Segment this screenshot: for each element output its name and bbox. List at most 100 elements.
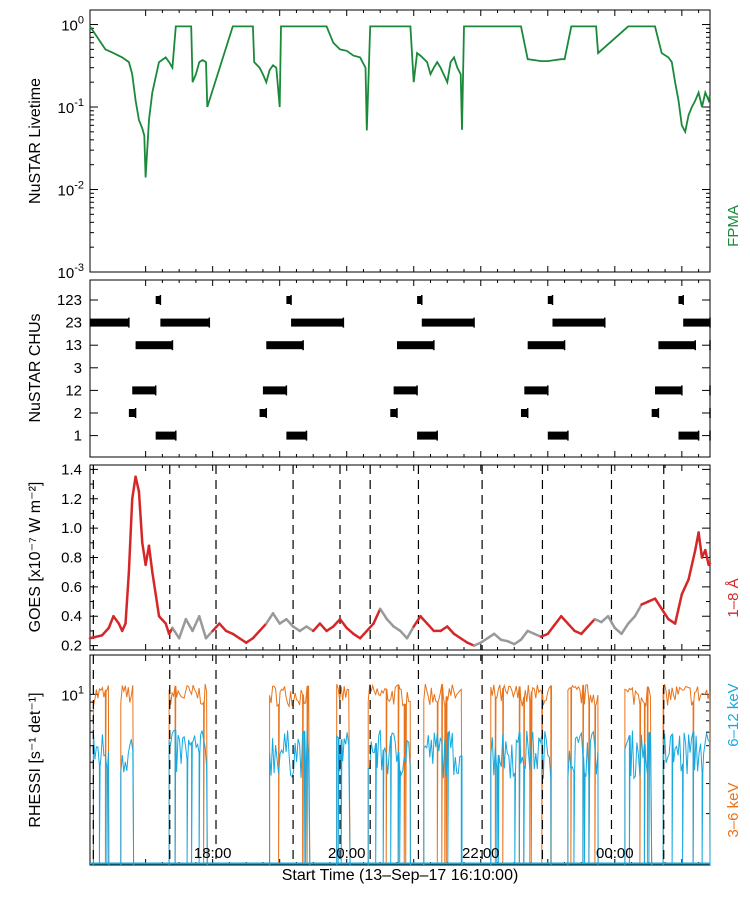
chu-segment (678, 431, 699, 440)
time-axis-label: Start Time (13–Sep–17 16:10:00) (282, 867, 519, 884)
goes-line-segment (311, 622, 322, 633)
goes-line-segment (707, 562, 712, 567)
panel-livetime-frame (89, 9, 711, 273)
rhessi-3-6-trace (367, 683, 411, 866)
goes-line-segment (345, 626, 355, 636)
time-axis: 18:00 20:00 22:00 00:00 (194, 845, 634, 862)
goes-line-segment (553, 614, 563, 627)
goes-line-segment (305, 625, 315, 633)
goes-line-segment (704, 548, 710, 567)
chu-segment (552, 318, 605, 327)
goes-line-segment (559, 614, 570, 625)
livetime-ytick-label: 10-3 (58, 262, 84, 282)
livetime-ytick-label: 10-2 (58, 180, 84, 200)
goes-line-segment (265, 612, 275, 625)
goes-line-segment (191, 614, 201, 633)
goes-line-segment (352, 632, 362, 640)
goes-line-segment (392, 625, 402, 633)
goes-line-segment (687, 548, 697, 581)
rhessi-dashed-lines (92, 655, 665, 865)
goes-line-segment (365, 622, 375, 633)
chu-segment (417, 296, 422, 304)
goes-ylabel: GOES [x10⁻⁷ W m⁻²] (27, 482, 44, 633)
goes-line-segment (198, 614, 208, 640)
livetime-ylabel: NuSTAR Livetime (27, 78, 44, 204)
goes-line-segment (107, 614, 115, 630)
goes-line-segment (580, 625, 590, 636)
goes-line-segment (620, 622, 630, 636)
rhessi-6-12-trace (423, 730, 463, 865)
goes-line-segment (425, 622, 436, 633)
goes-ytick-label: 1.2 (61, 491, 82, 508)
chu-ytick-label: 12 (65, 382, 82, 399)
rhessi-6-12-trace (490, 730, 552, 866)
goes-line-segment (184, 617, 194, 633)
rhessi-6-12-trace (168, 728, 208, 866)
goes-line-segment (120, 622, 127, 633)
goes-legend-label: 1–8 Å (725, 578, 742, 617)
goes-ytick-label: 0.4 (61, 608, 82, 625)
fpma-legend-label: FPMA (725, 205, 742, 247)
goes-line-segment (157, 614, 167, 625)
chu-segment (396, 341, 434, 350)
goes-line-segment (177, 617, 188, 640)
chu-segment (520, 409, 528, 417)
goes-line-segment (147, 544, 154, 574)
goes-line-segment (486, 632, 496, 640)
chu-segment (128, 409, 136, 417)
chu-segment (651, 409, 659, 417)
time-tick-label: 20:00 (328, 845, 366, 862)
chu-segment (527, 341, 565, 350)
goes-line-segment (218, 622, 228, 633)
rhessi-3-6-trace (92, 685, 110, 866)
goes-line-segment (452, 632, 462, 640)
goes-line-segment (378, 607, 389, 621)
rhessi-ylabel: RHESSI [s⁻¹ det⁻¹] (27, 692, 44, 827)
goes-ytick-label: 0.8 (61, 550, 82, 567)
chu-segment (417, 431, 438, 440)
rhessi-3-6-trace (567, 684, 599, 866)
chu-segment (678, 296, 684, 304)
rhessi-3-6-trace (269, 685, 311, 866)
panel-rhessi-y-ticks: 101 (61, 655, 710, 865)
rhessi-3-6-trace (662, 683, 711, 866)
goes-line-segment (697, 531, 704, 559)
goes-line-segment (613, 626, 623, 636)
goes-line-segment (459, 637, 469, 644)
chu-ytick-label: 2 (74, 405, 82, 422)
goes-line-segment (680, 578, 690, 596)
goes-line-segment (88, 634, 104, 640)
goes-line-segment (130, 475, 137, 501)
goes-ytick-label: 1.4 (61, 461, 82, 478)
goes-dashed-lines (92, 465, 665, 650)
goes-line-segment (358, 629, 369, 640)
goes-line-segment (298, 625, 308, 633)
goes-line-segment (258, 622, 268, 633)
goes-line-segment (171, 626, 181, 640)
goes-line-segment (479, 637, 489, 644)
livetime-ytick-label: 100 (61, 15, 84, 35)
chu-segment (135, 341, 173, 350)
chu-segment (155, 431, 176, 440)
rhessi-6-12-trace (269, 730, 311, 866)
chus-ylabel: NuSTAR CHUs (27, 313, 44, 422)
rhessi-3-6-trace (168, 683, 208, 866)
chu-marks (90, 295, 711, 441)
goes-line-segment (566, 622, 576, 633)
goes-line-segment (626, 614, 637, 625)
chu-segment (266, 341, 304, 350)
goes-line-segment (238, 637, 248, 644)
rhessi-6-12-trace (92, 731, 110, 866)
livetime-ytick-label: 10-1 (58, 97, 84, 117)
time-tick-label: 00:00 (596, 845, 634, 862)
fpma-line (89, 25, 711, 178)
chu-segment (262, 386, 287, 395)
panel-goes: 0.2 0.4 0.6 0.8 1.0 1.2 1.4 GOES [x10⁻⁷ W m⁻²]… (27, 461, 742, 654)
rhessi-ytick-label: 101 (61, 684, 84, 704)
rhessi-3-6-legend-label: 3–6 keV (725, 782, 742, 837)
goes-line-segment (154, 592, 161, 618)
panel-chus-frame (89, 279, 711, 458)
rhessi-6-12-trace (367, 729, 411, 866)
